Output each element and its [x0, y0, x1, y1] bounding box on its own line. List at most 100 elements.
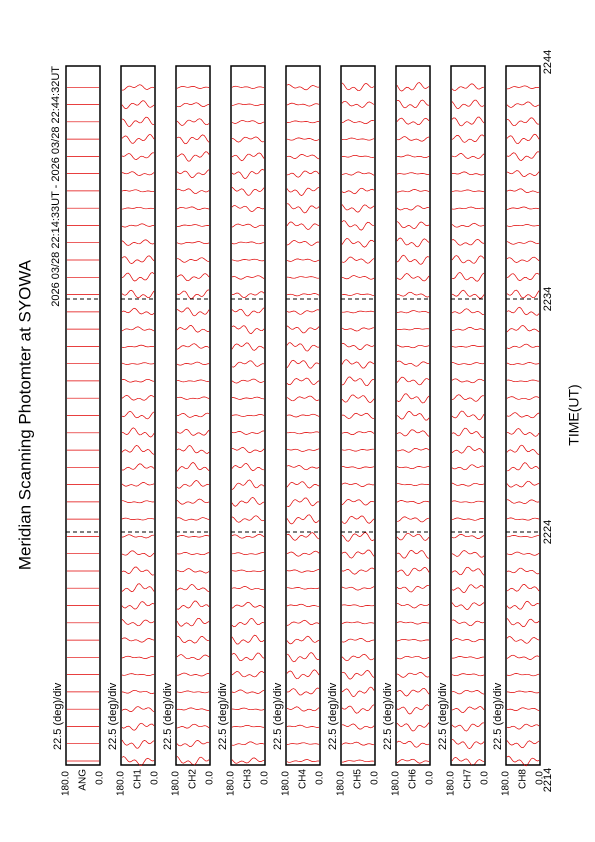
trace-line [121, 517, 155, 521]
y-tick-label: 180.0 [171, 771, 182, 796]
trace-line [286, 137, 320, 141]
trace-line [396, 549, 430, 559]
trace-line [121, 307, 155, 315]
trace-line [451, 153, 485, 159]
trace-line [286, 706, 320, 712]
trace-line [176, 480, 210, 489]
x-tick-label: 2224 [542, 520, 554, 544]
trace-line [231, 186, 265, 196]
trace-line [506, 690, 540, 694]
trace-line [396, 376, 430, 386]
trace-line [506, 636, 540, 644]
trace-line [286, 325, 320, 334]
trace-line [286, 395, 320, 402]
trace-line [396, 344, 430, 349]
chart-subtitle: 2026 03/28 22:14:33UT - 2026 03/28 22:44… [50, 66, 62, 307]
trace-line [286, 413, 320, 418]
trace-line [506, 673, 540, 677]
trace-line [506, 325, 540, 333]
trace-line [176, 600, 210, 610]
trace-line [231, 223, 265, 228]
trace-line [506, 224, 540, 227]
y-tick-label: 180.0 [501, 771, 512, 796]
trace-line [231, 205, 265, 212]
trace-line [286, 84, 320, 91]
trace-line [341, 204, 375, 213]
trace-line [176, 517, 210, 521]
trace-line [341, 275, 375, 280]
trace-line [121, 326, 155, 332]
trace-line [396, 327, 430, 331]
trace-line [176, 396, 210, 400]
trace-line [341, 293, 375, 297]
trace-line [341, 669, 375, 680]
trace-line [341, 549, 375, 559]
trace-line [286, 377, 320, 385]
trace-line [451, 116, 485, 127]
trace-line [451, 239, 485, 246]
trace-line [176, 169, 210, 178]
y-tick-label: 180.0 [446, 771, 457, 796]
trace-line [121, 116, 155, 127]
panel-label: CH4 [298, 769, 309, 789]
trace-line [286, 309, 320, 315]
trace-line [286, 497, 319, 508]
trace-line [341, 137, 375, 141]
trace-line [286, 532, 320, 541]
trace-line [286, 186, 320, 197]
trace-decoration [396, 82, 430, 764]
trace-line [506, 343, 540, 349]
trace-decoration [451, 83, 485, 766]
trace-line [341, 741, 375, 746]
trace-line [451, 584, 485, 593]
trace-line [341, 220, 374, 231]
trace-line [396, 117, 430, 125]
y-tick-label: 0.0 [150, 771, 161, 785]
trace-line [286, 759, 319, 763]
scale-label: 22.5 (deg)/div [107, 682, 119, 750]
trace-line [286, 258, 320, 262]
y-tick-label: 0.0 [205, 771, 216, 785]
trace-line [286, 550, 320, 557]
trace-line [286, 724, 320, 728]
trace-line [396, 189, 430, 193]
trace-line [396, 172, 430, 175]
trace-line [176, 273, 210, 282]
trace-line [506, 256, 540, 263]
trace-line [451, 171, 485, 176]
trace-line [176, 206, 210, 210]
trace-line [451, 464, 485, 471]
trace-line [341, 238, 375, 248]
scale-label: 22.5 (deg)/div [52, 682, 64, 750]
trace-line [176, 86, 210, 89]
trace-line [176, 134, 210, 145]
trace-line [396, 672, 430, 678]
trace-line [341, 376, 375, 387]
trace-line [176, 461, 210, 472]
trace-line [286, 120, 320, 124]
trace-line [231, 634, 265, 645]
trace-line [397, 483, 430, 486]
trace-line [176, 584, 210, 593]
trace-line [341, 686, 375, 698]
trace-line [451, 445, 485, 454]
trace-line [506, 306, 540, 316]
trace-line [286, 203, 320, 214]
trace-line [121, 637, 155, 643]
trace-line [341, 653, 375, 662]
trace-line [506, 755, 540, 767]
trace-line [286, 635, 320, 645]
trace-line [121, 152, 155, 160]
trace-line [232, 396, 265, 400]
trace-line [451, 638, 485, 643]
trace-line [286, 603, 320, 607]
trace-decoration [341, 82, 375, 763]
trace-line [231, 103, 264, 106]
trace-line [121, 722, 155, 731]
trace-line [121, 410, 155, 420]
trace-line [506, 362, 540, 366]
trace-line [121, 706, 155, 713]
trace-line [341, 499, 375, 506]
trace-line [396, 638, 430, 642]
chart-title: Meridian Scanning Photomter at SYOWA [15, 259, 34, 570]
